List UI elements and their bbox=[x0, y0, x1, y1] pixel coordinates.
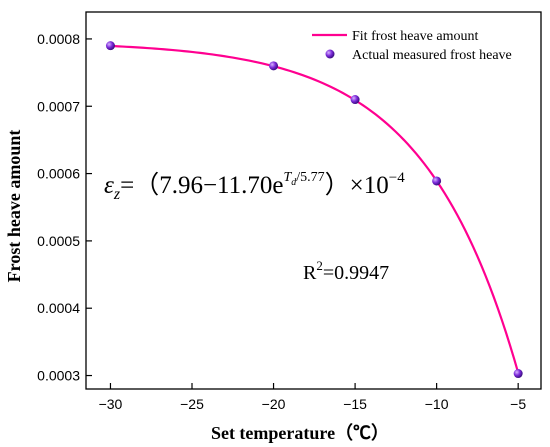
y-axis: 0.0003 0.0004 0.0005 0.0006 0.0007 0.0008 bbox=[37, 31, 92, 384]
data-point bbox=[269, 61, 279, 71]
legend-label-fit: Fit frost heave amount bbox=[352, 29, 478, 44]
equation-exp-rest: /5.77 bbox=[296, 170, 324, 185]
data-point bbox=[350, 95, 360, 105]
x-tick-label: −15 bbox=[343, 396, 367, 412]
equation-power: −4 bbox=[389, 170, 405, 186]
legend: Fit frost heave amount Actual measured f… bbox=[312, 29, 512, 63]
y-tick-label: 0.0005 bbox=[37, 233, 80, 249]
equation-rhs: ）×10 bbox=[325, 171, 389, 199]
equation-lhs: ε bbox=[104, 172, 114, 199]
data-point bbox=[105, 41, 115, 51]
x-axis-title: Set temperature（℃） bbox=[211, 423, 389, 443]
plot-frame bbox=[85, 11, 542, 390]
equation-exp: T bbox=[283, 170, 292, 185]
r-squared-value: =0.9947 bbox=[323, 262, 389, 284]
data-point bbox=[432, 176, 442, 186]
x-tick-label: −25 bbox=[180, 396, 204, 412]
r-squared: R2=0.9947 bbox=[303, 258, 389, 284]
fit-curve bbox=[110, 44, 520, 374]
y-tick-label: 0.0008 bbox=[37, 31, 80, 47]
x-tick-label: −30 bbox=[99, 396, 123, 412]
y-tick-label: 0.0007 bbox=[37, 98, 80, 114]
legend-label-measured: Actual measured frost heave bbox=[352, 48, 512, 63]
x-tick-label: −5 bbox=[510, 396, 526, 412]
y-axis-title: Frost heave amount bbox=[4, 130, 24, 283]
equation-lhs-sub: z bbox=[113, 186, 121, 203]
y-tick-label: 0.0004 bbox=[37, 300, 80, 316]
equation-body: =（7.96−11.70e bbox=[120, 171, 283, 199]
x-axis: −30 −25 −20 −15 −10 −5 bbox=[99, 383, 526, 412]
x-tick-label: −10 bbox=[425, 396, 449, 412]
r-squared-sup: 2 bbox=[316, 258, 323, 273]
y-tick-label: 0.0006 bbox=[37, 166, 80, 182]
equation-exp-sub: d bbox=[291, 177, 297, 188]
legend-point-swatch bbox=[325, 49, 335, 59]
fit-equation: εz=（7.96−11.70eTd/5.77）×10−4 bbox=[104, 170, 405, 203]
y-tick-label: 0.0003 bbox=[37, 368, 80, 384]
data-point bbox=[513, 369, 523, 379]
measured-points bbox=[105, 41, 523, 379]
x-tick-label: −20 bbox=[262, 396, 286, 412]
r-squared-label: R bbox=[303, 262, 317, 284]
plot-area bbox=[85, 11, 542, 390]
